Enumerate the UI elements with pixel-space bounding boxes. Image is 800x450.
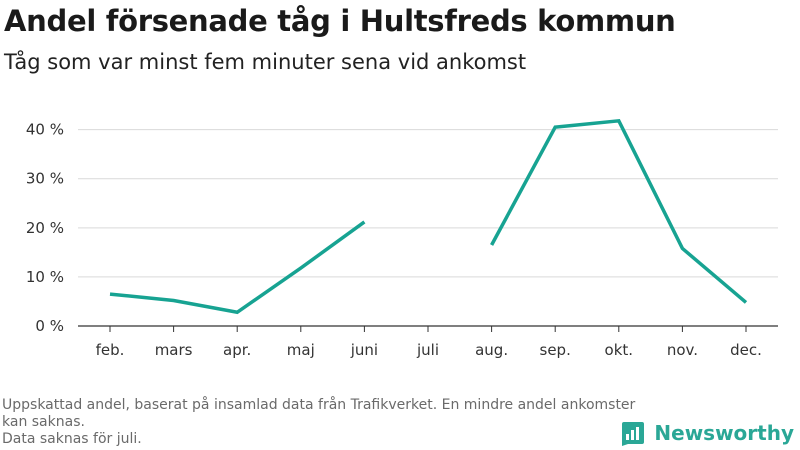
- x-tick-label: feb.: [96, 341, 125, 359]
- series-line: [490, 118, 748, 304]
- x-tick-label: okt.: [605, 341, 634, 359]
- chart-title: Andel försenade tåg i Hultsfreds kommun: [4, 4, 676, 38]
- x-tick-label: dec.: [730, 341, 762, 359]
- x-tick-label: juni: [350, 341, 378, 359]
- y-tick-label: 30 %: [26, 170, 64, 188]
- x-tick-label: nov.: [667, 341, 698, 359]
- newsworthy-logo-icon: [622, 422, 645, 446]
- y-tick-label: 0 %: [35, 317, 64, 335]
- x-tick-label: aug.: [475, 341, 508, 359]
- footnote-source: Uppskattad andel, baserat på insamlad da…: [2, 397, 636, 430]
- footnote: Uppskattad andel, baserat på insamlad da…: [2, 397, 642, 448]
- chart-subtitle: Tåg som var minst fem minuter sena vid a…: [4, 50, 527, 74]
- y-tick-label: 20 %: [26, 219, 64, 237]
- brand-name: Newsworthy: [654, 421, 794, 445]
- series-line: [109, 220, 366, 315]
- y-tick-label: 40 %: [26, 121, 64, 139]
- footnote-missing-data: Data saknas för juli.: [2, 431, 142, 447]
- x-tick-label: maj: [287, 341, 315, 359]
- line-chart: 0 % 10 % 20 % 30 % 40 % feb. mars apr. maj juni ju…: [26, 118, 778, 359]
- y-tick-label: 10 %: [26, 268, 64, 286]
- brand-logo: Newsworthy: [620, 420, 794, 446]
- x-tick-label: mars: [155, 341, 193, 359]
- x-tick-label: juli: [416, 341, 439, 359]
- x-tick-label: sep.: [540, 341, 571, 359]
- x-tick-label: apr.: [223, 341, 251, 359]
